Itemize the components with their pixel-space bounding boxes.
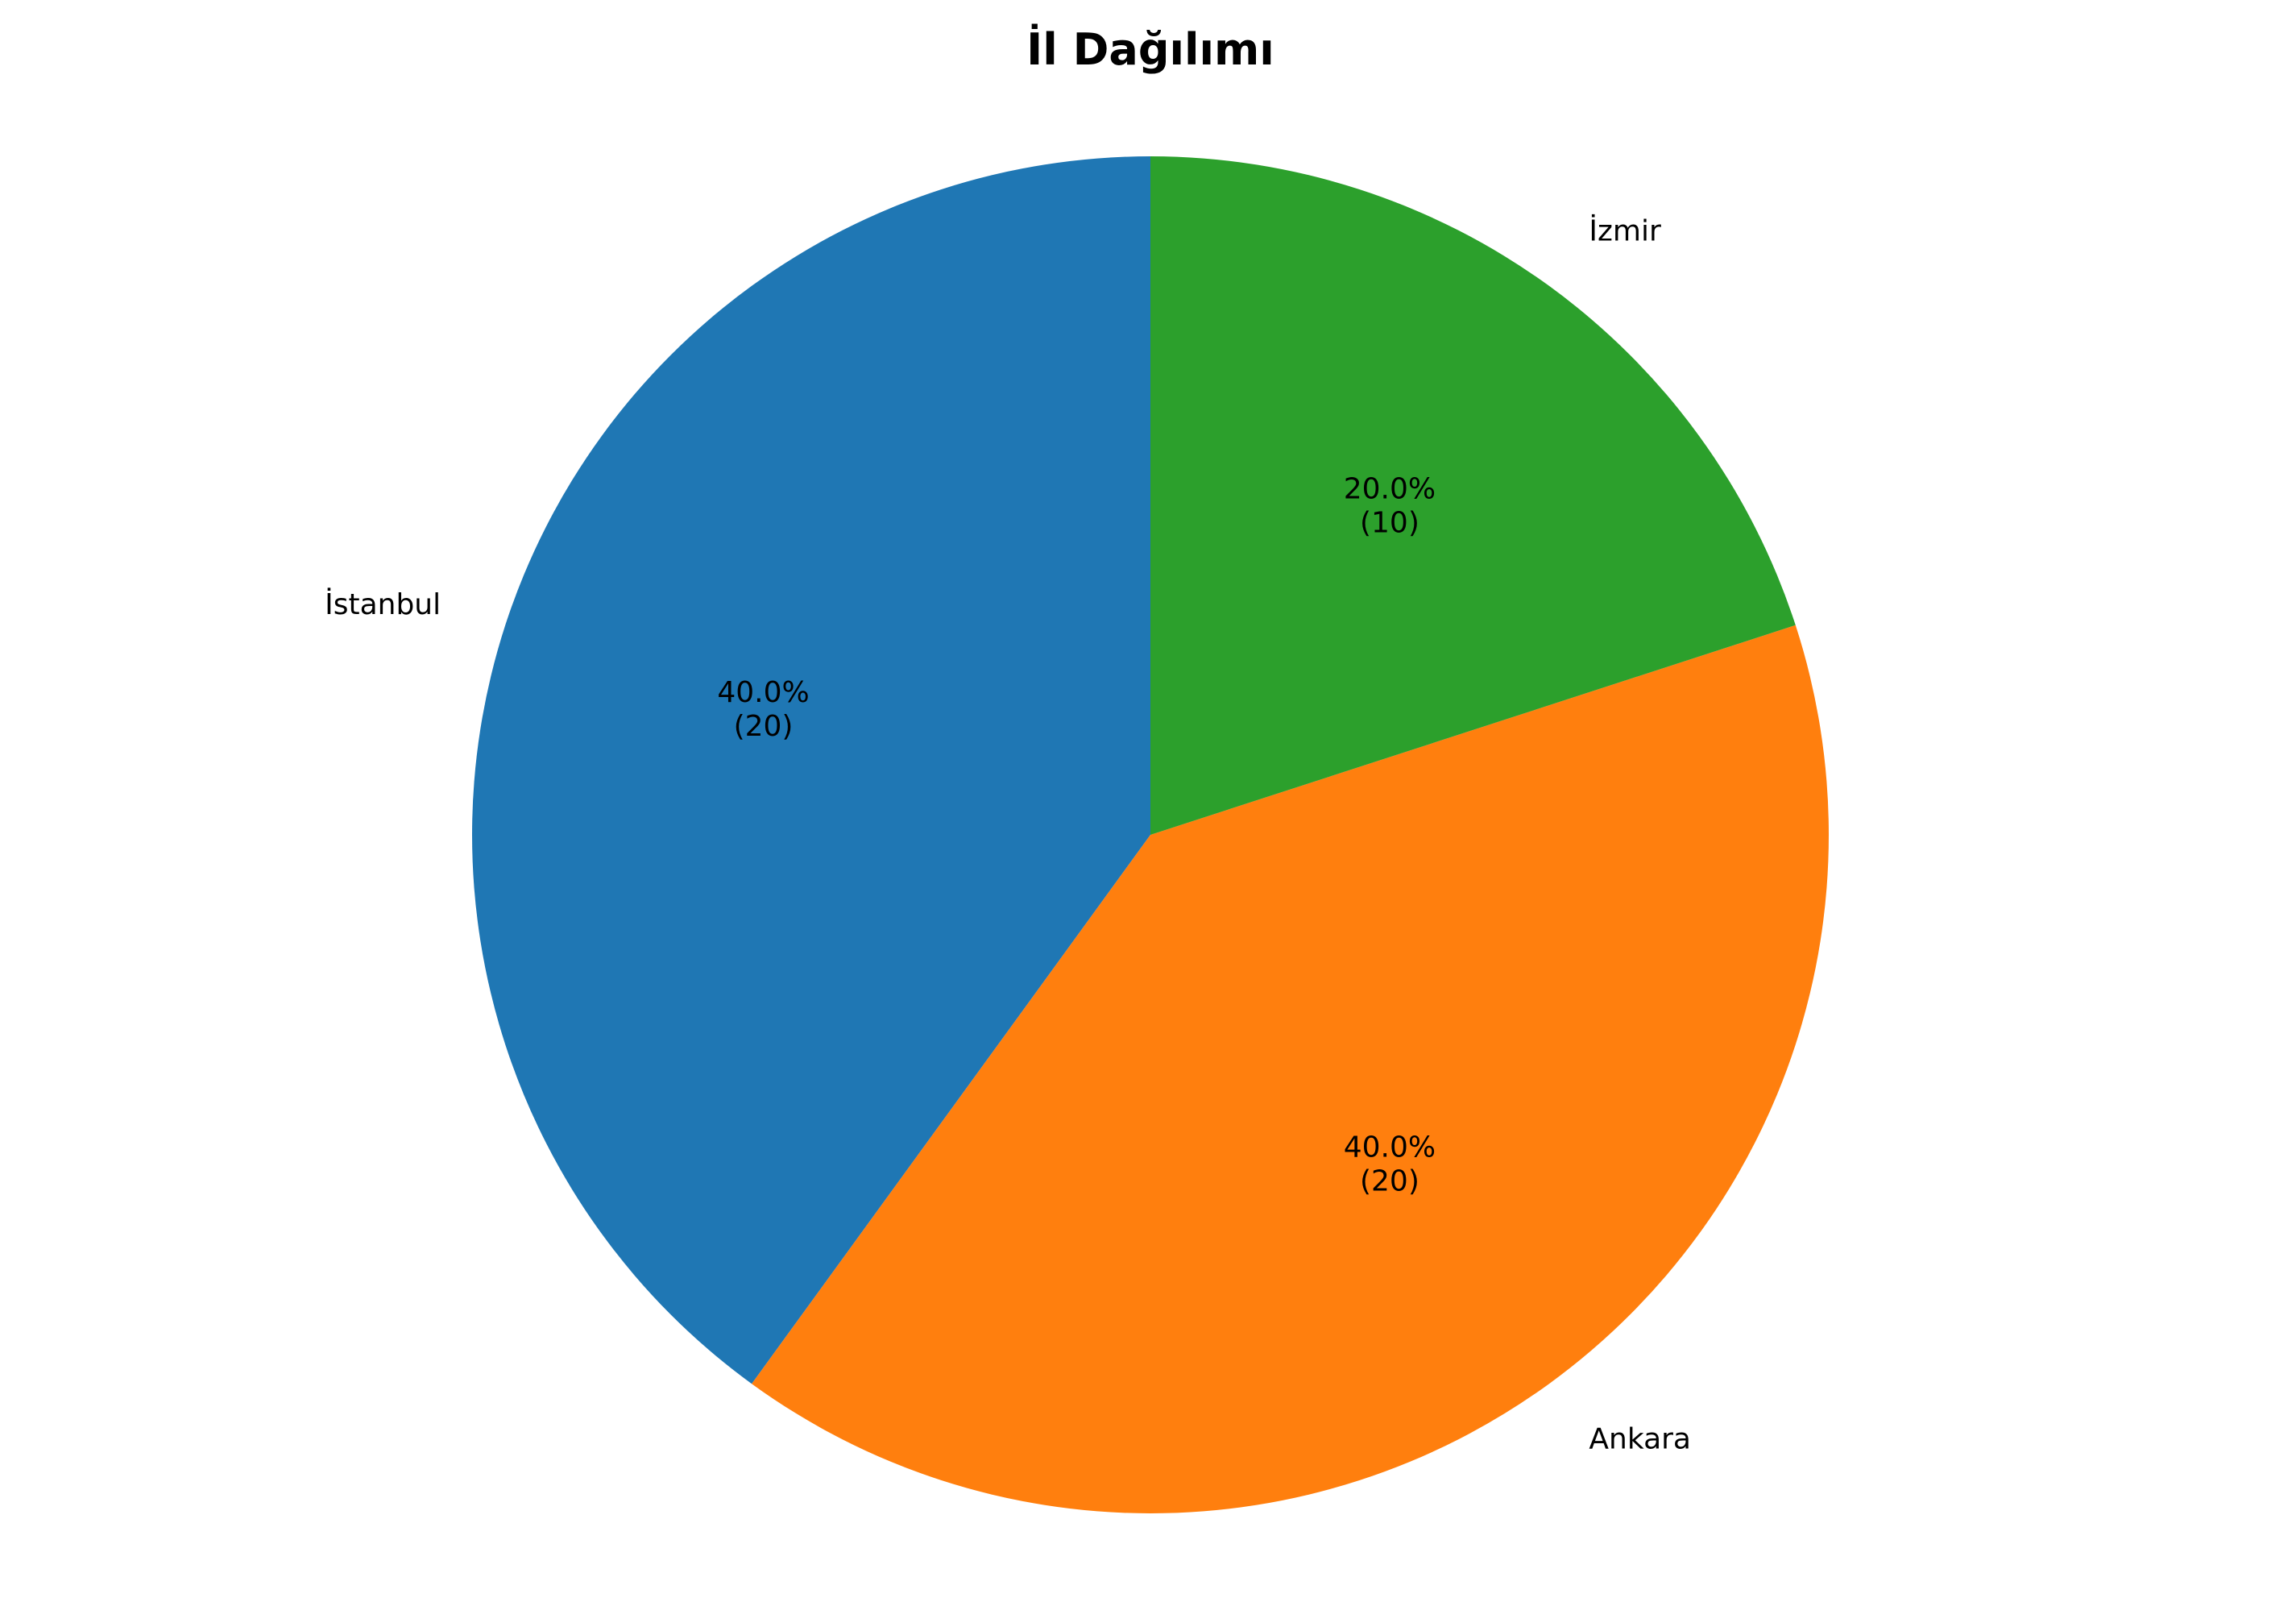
count-label-istanbul: (20) xyxy=(734,710,794,743)
pie-labels: İstanbul40.0%(20)Ankara40.0%(20)İzmir20.… xyxy=(325,214,1691,1456)
pie-slice-istanbul xyxy=(472,156,1150,1384)
slice-label-istanbul: İstanbul xyxy=(325,587,441,621)
pie-slices xyxy=(472,156,1830,1514)
count-label-ankara: (20) xyxy=(1360,1165,1419,1198)
percent-label-izmir: 20.0% xyxy=(1344,472,1436,505)
percent-label-istanbul: 40.0% xyxy=(717,676,809,709)
slice-label-ankara: Ankara xyxy=(1589,1422,1691,1455)
percent-label-ankara: 40.0% xyxy=(1344,1131,1436,1164)
pie-slice-izmir xyxy=(1150,156,1796,835)
pie-slice-ankara xyxy=(752,625,1830,1514)
chart-title: İl Dağılımı xyxy=(1026,24,1274,75)
count-label-izmir: (10) xyxy=(1360,506,1419,539)
slice-label-izmir: İzmir xyxy=(1589,214,1661,248)
